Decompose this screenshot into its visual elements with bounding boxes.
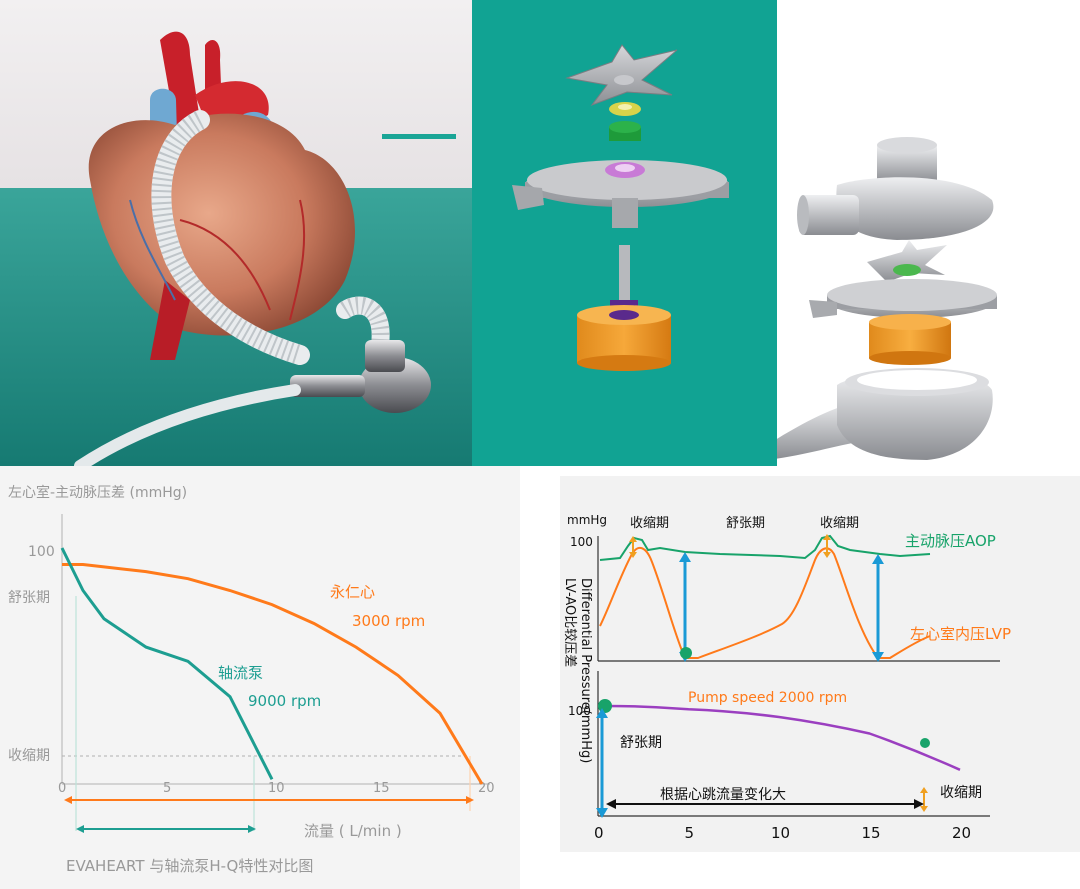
pump-assembly	[777, 0, 1080, 466]
pump-top-housing	[797, 137, 994, 240]
hq-ytick-100: 100	[28, 544, 55, 560]
hq-xlabel: 流量 ( L/min )	[304, 822, 402, 840]
pump-speed-label: Pump speed 2000 rpm	[688, 690, 847, 706]
pump-hq-curve	[597, 704, 961, 771]
hq-xtick-10: 10	[268, 781, 285, 796]
lvp-waveform	[599, 546, 931, 659]
diastole-point-top	[680, 647, 692, 659]
hq-curve-axial	[60, 547, 274, 780]
hq-curve-evaheart	[62, 563, 484, 785]
diastole-point-bottom	[598, 699, 612, 713]
pr-phase-systole-2: 收缩期	[820, 515, 859, 531]
pr-bottom-diastole: 舒张期	[620, 735, 662, 751]
hq-series-evaheart-name: 永仁心	[330, 583, 375, 601]
hq-series-evaheart-rpm: 3000 rpm	[352, 612, 425, 630]
impeller	[565, 44, 678, 107]
pr-xtick-20: 20	[952, 824, 971, 842]
base-plate	[512, 160, 729, 228]
hq-xtick-5: 5	[163, 781, 171, 796]
hq-series-axial-rpm: 9000 rpm	[248, 692, 321, 710]
hq-ylabel: 左心室-主动脉压差 (mmHg)	[8, 484, 187, 501]
pump-bottom-housing	[777, 368, 993, 460]
svg-text:LV-AO比较压差: LV-AO比较压差	[562, 578, 577, 667]
systole-point	[920, 738, 930, 748]
pr-bottom-systole: 收缩期	[940, 785, 982, 801]
flow-change-label: 根据心跳流量变化大	[660, 787, 786, 803]
motor-magnet	[577, 305, 671, 371]
hq-comparison-chart: 左心室-主动脉压差 (mmHg) 100 舒张期 收缩期 0 5 10 15 20 永仁…	[0, 466, 520, 889]
pr-xticks: 0 5 10 15 20	[594, 824, 971, 842]
shaft	[619, 245, 630, 300]
hq-xtick-20: 20	[478, 781, 495, 796]
hq-caption: EVAHEART 与轴流泵H-Q特性对比图	[66, 857, 313, 875]
pressure-waveform-chart: mmHg 100 收缩期 舒张期 收缩期 主动脉压AOP 左心室内压LVP LV…	[520, 466, 1080, 889]
aop-label: 主动脉压AOP	[905, 532, 996, 550]
pump-motor	[869, 314, 951, 365]
pr-xtick-15: 15	[862, 824, 881, 842]
hq-xtick-15: 15	[373, 781, 390, 796]
hq-xtick-0: 0	[58, 781, 66, 796]
hq-series-axial-name: 轴流泵	[218, 664, 263, 682]
pr-top-tick-100: 100	[570, 535, 593, 549]
pr-xtick-10: 10	[771, 824, 790, 842]
pr-xtick-0: 0	[594, 824, 604, 842]
heart-pump-illustration	[0, 0, 472, 466]
pr-ylabel: LV-AO比较压差 Differential Pressure(mmHg)	[562, 578, 593, 763]
pr-phase-systole-1: 收缩期	[630, 515, 669, 531]
svg-text:Differential Pressure(mmHg): Differential Pressure(mmHg)	[578, 578, 593, 763]
pr-xtick-5: 5	[685, 824, 695, 842]
pr-phase-diastole: 舒张期	[726, 516, 765, 531]
accent-bar	[382, 134, 456, 139]
pump-exploded-parts	[472, 0, 777, 466]
pr-unit: mmHg	[567, 513, 607, 527]
hq-ylabel-systole: 收缩期	[8, 748, 50, 764]
lvp-label: 左心室内压LVP	[910, 625, 1011, 643]
pr-bottom-tick-100: 100	[568, 704, 591, 718]
pump-mid-assembly	[809, 240, 997, 318]
hq-xticks: 0 5 10 15 20	[58, 781, 495, 796]
hq-ylabel-diastole: 舒张期	[8, 590, 50, 606]
